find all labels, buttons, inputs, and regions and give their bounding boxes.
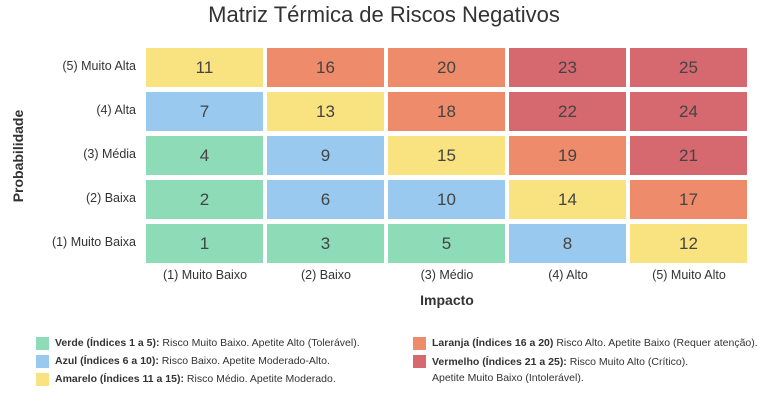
x-tick-label: (3) Médio	[420, 268, 474, 282]
legend-text: Risco Muito Alto (Crítico). Apetite Muit…	[432, 356, 689, 384]
legend-text: Risco Baixo. Apetite Moderado-Alto.	[161, 355, 330, 367]
y-tick-label: (5) Muito Alta	[62, 59, 136, 73]
heatmap-cell: 6	[267, 180, 384, 219]
heatmap-cell: 12	[630, 224, 747, 263]
heatmap-cell: 3	[267, 224, 384, 263]
heatmap-grid: 11 16 20 23 25 7 13 18 22 24 4 9 15 19 21 2 6 10 14 17 1 3 5 8 1…	[146, 48, 748, 264]
legend-swatch	[413, 355, 426, 368]
x-tick-label: (4) Alto	[548, 268, 588, 282]
heatmap-cell: 14	[509, 180, 626, 219]
legend-label: Verde (Índices 1 a 5):	[55, 337, 160, 349]
x-tick-label: (1) Muito Baixo	[162, 268, 248, 282]
legend-left-column: Verde (Índices 1 a 5): Risco Muito Baixo…	[36, 337, 404, 386]
heatmap-cell: 2	[146, 180, 263, 219]
x-tick-label: (5) Muito Alto	[652, 268, 726, 282]
heatmap-cell: 9	[267, 136, 384, 175]
heatmap-cell: 13	[267, 92, 384, 131]
y-tick-label: (2) Baixa	[85, 191, 136, 205]
legend-item-laranja: Laranja (Índices 16 a 20) Risco Alto. Ap…	[413, 337, 758, 350]
legend-item-verde: Verde (Índices 1 a 5): Risco Muito Baixo…	[36, 337, 404, 350]
legend-label: Laranja (Índices 16 a 20)	[432, 337, 554, 349]
heatmap-cell: 25	[630, 48, 747, 87]
legend-swatch	[36, 355, 49, 368]
chart-title: Matriz Térmica de Riscos Negativos	[208, 2, 560, 27]
legend-label: Amarelo (Índices 11 a 15):	[55, 373, 184, 385]
heatmap-cell: 10	[388, 180, 505, 219]
heatmap-cell: 8	[509, 224, 626, 263]
heatmap-cell: 22	[509, 92, 626, 131]
legend-swatch	[36, 373, 49, 386]
heatmap-cell: 1	[146, 224, 263, 263]
heatmap-cell: 15	[388, 136, 505, 175]
legend-text: Risco Alto. Apetite Baixo (Requer atençã…	[556, 337, 758, 349]
x-axis-title: Impacto	[420, 292, 474, 308]
y-tick-label: (3) Média	[83, 147, 136, 161]
heatmap-cell: 11	[146, 48, 263, 87]
heatmap-cell: 17	[630, 180, 747, 219]
heatmap-cell: 5	[388, 224, 505, 263]
heatmap-cell: 21	[630, 136, 747, 175]
legend-text: Risco Muito Baixo. Apetite Alto (Toleráv…	[162, 337, 360, 349]
legend-label: Azul (Índices 6 a 10):	[55, 355, 159, 367]
legend-item-amarelo: Amarelo (Índices 11 a 15): Risco Médio. …	[36, 373, 404, 386]
legend-swatch	[36, 337, 49, 350]
y-axis-title: Probabilidade	[10, 109, 26, 203]
heatmap-cell: 18	[388, 92, 505, 131]
y-tick-label: (1) Muito Baixa	[51, 235, 136, 249]
heatmap-cell: 20	[388, 48, 505, 87]
heatmap-cell: 24	[630, 92, 747, 131]
heatmap-cell: 23	[509, 48, 626, 87]
legend-text: Risco Médio. Apetite Moderado.	[186, 373, 336, 385]
x-tick-label: (2) Baixo	[300, 268, 352, 282]
heatmap-cell: 7	[146, 92, 263, 131]
heatmap-cell: 4	[146, 136, 263, 175]
legend-right-column: Laranja (Índices 16 a 20) Risco Alto. Ap…	[413, 337, 758, 386]
legend-item-azul: Azul (Índices 6 a 10): Risco Baixo. Apet…	[36, 355, 404, 368]
legend-item-vermelho: Vermelho (Índices 21 a 25): Risco Muito …	[413, 355, 713, 386]
legend-label: Vermelho (Índices 21 a 25):	[432, 356, 567, 368]
heatmap-cell: 19	[509, 136, 626, 175]
heatmap-cell: 16	[267, 48, 384, 87]
legend-swatch	[413, 337, 426, 350]
y-tick-label: (4) Alta	[96, 103, 136, 117]
